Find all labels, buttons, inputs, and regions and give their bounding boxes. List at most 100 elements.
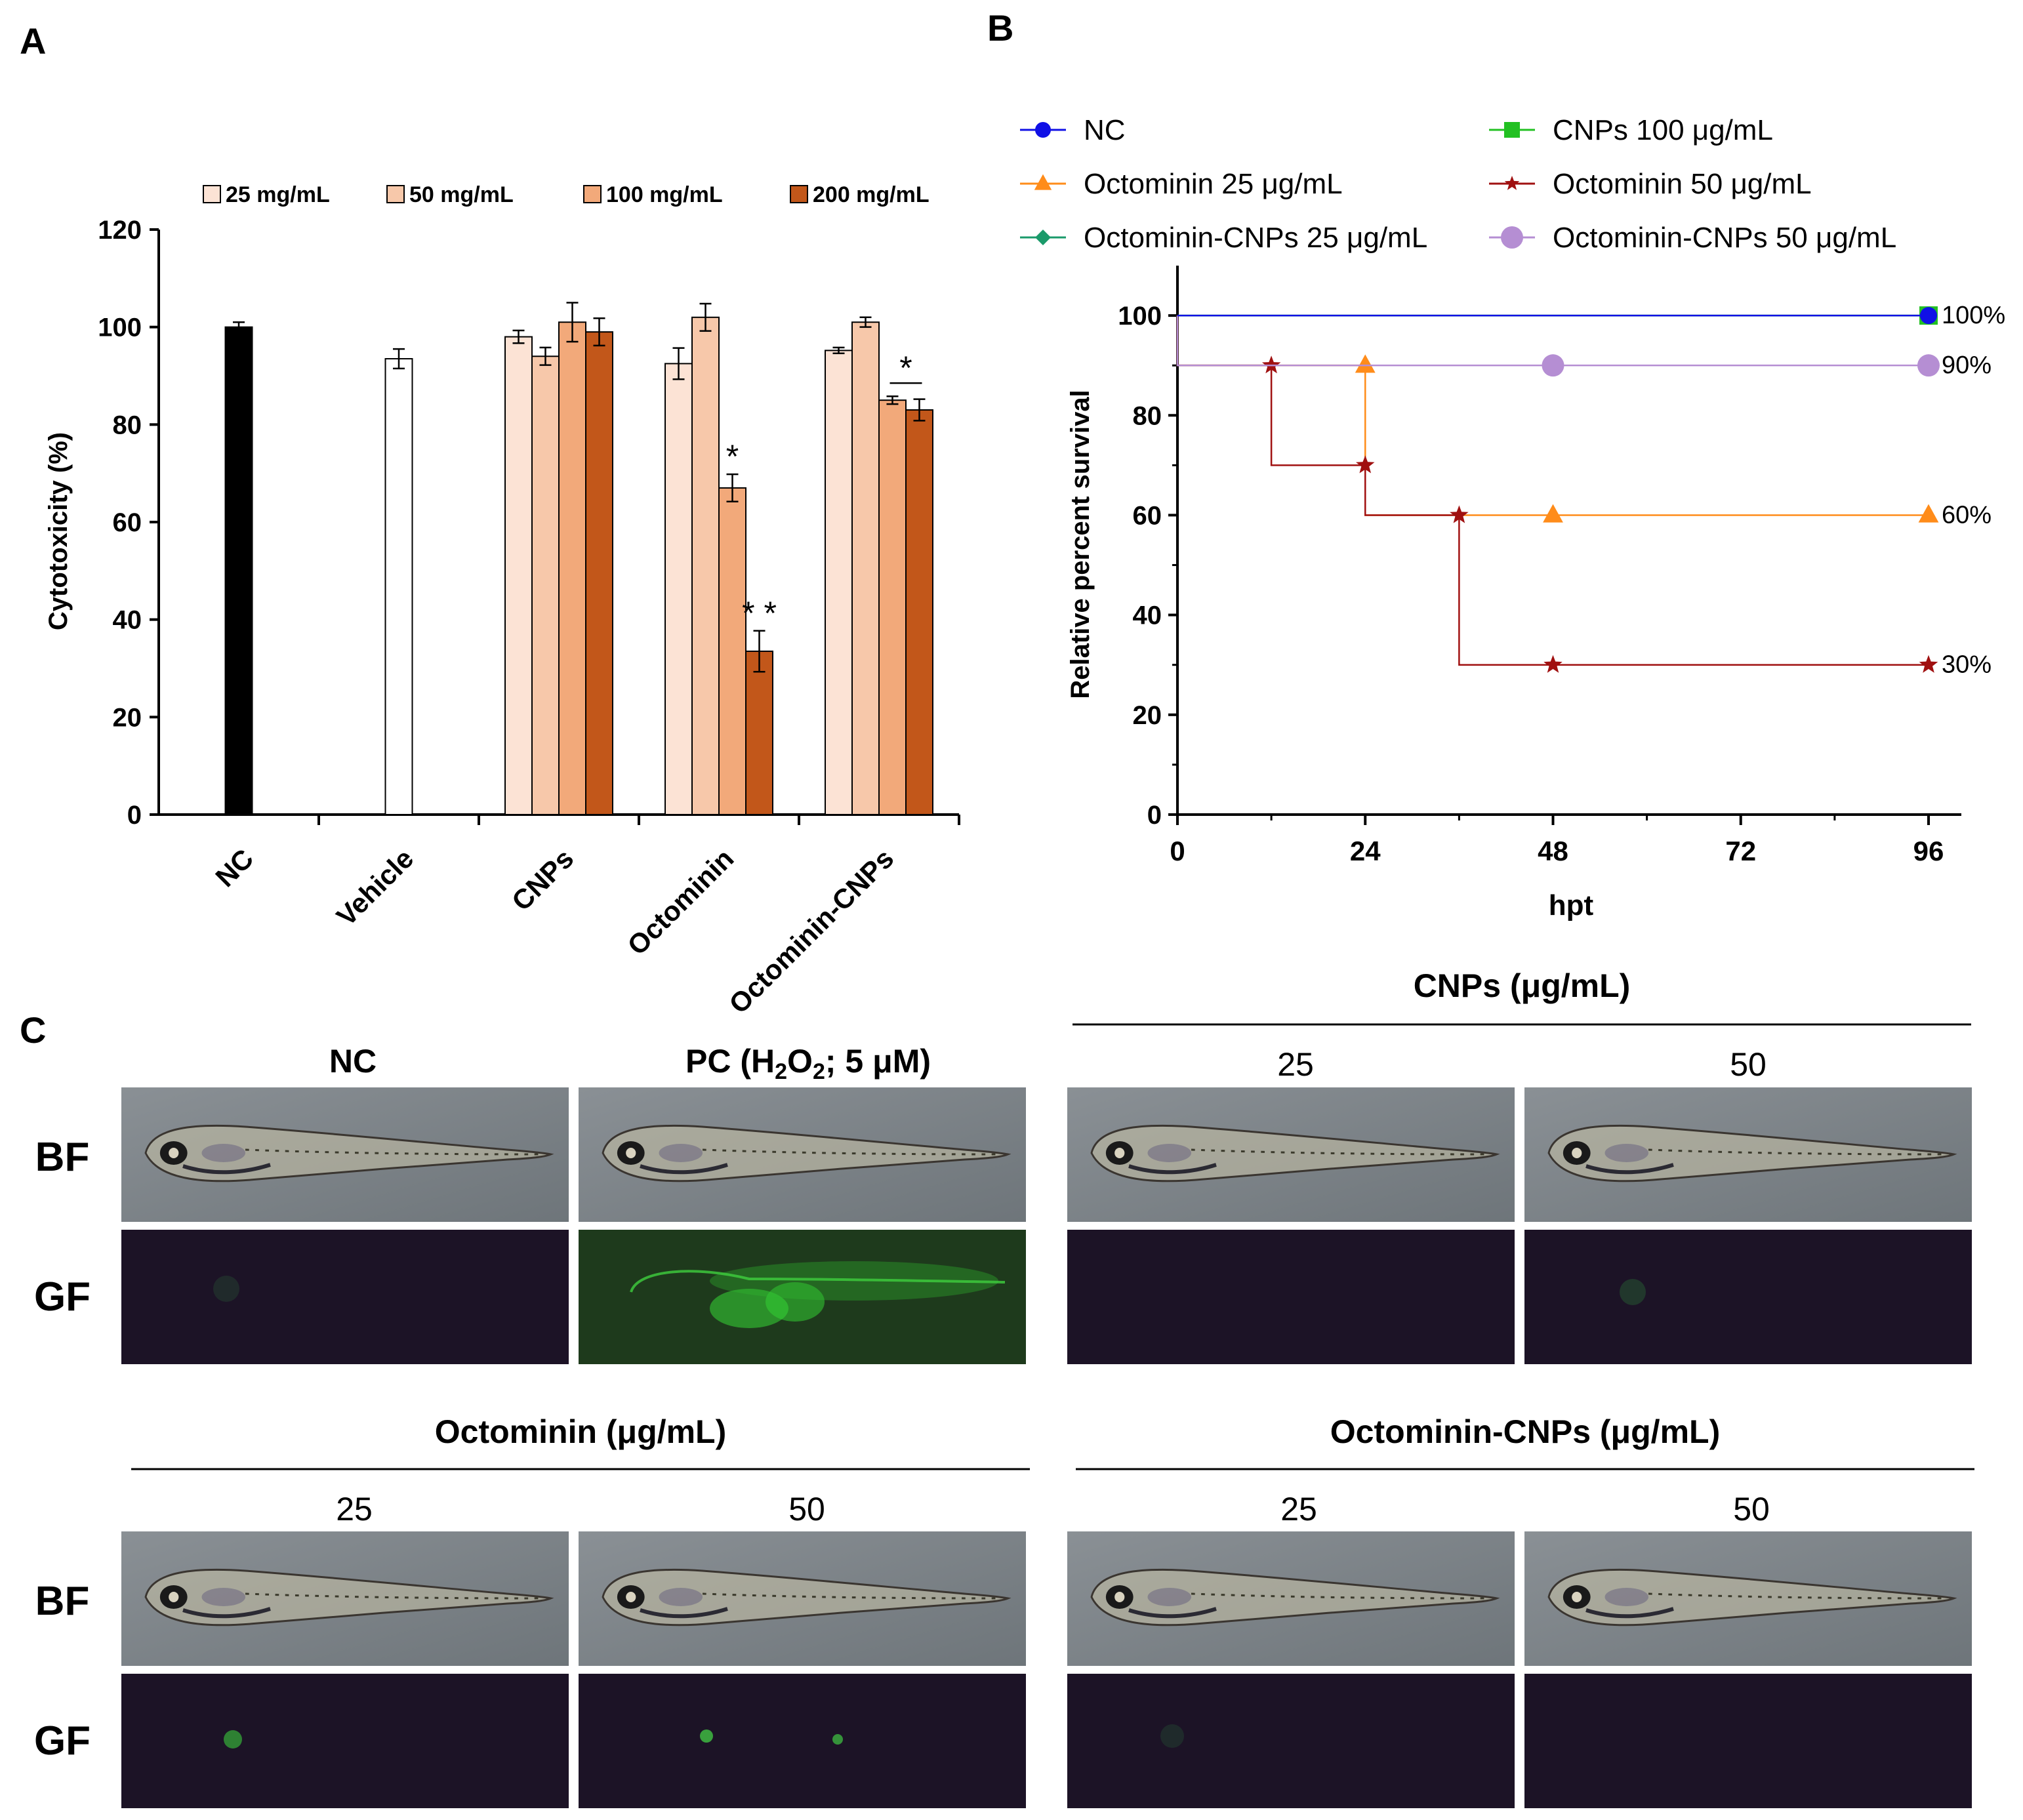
fluorescence-image — [1067, 1230, 1515, 1364]
legend-swatch-a — [790, 185, 808, 203]
legend-label-a: 50 mg/mL — [409, 182, 514, 207]
row-label-gf-bottom: GF — [34, 1718, 91, 1764]
end-label-b: 60% — [1942, 501, 1992, 529]
brightfield-image — [579, 1087, 1026, 1222]
brightfield-image — [1524, 1531, 1972, 1666]
fluorescence-background — [1067, 1230, 1515, 1364]
fluorescence-image — [121, 1674, 569, 1808]
octominin-cnps-group-title: Octominin-CNPs (μg/mL) — [1330, 1413, 1720, 1450]
brightfield-image — [1067, 1087, 1515, 1222]
row-label-bf-top: BF — [35, 1135, 90, 1180]
fluorescence-background — [1524, 1230, 1972, 1364]
end-label-b: 30% — [1942, 651, 1992, 679]
octominin-cnps-dose-25: 25 — [1280, 1491, 1317, 1527]
y-tick-label-a: 100 — [98, 313, 142, 342]
legend-label-b: Octominin-CNPs 50 μg/mL — [1553, 222, 1896, 254]
x-tick-label-b: 48 — [1538, 836, 1568, 866]
nc-title: NC — [329, 1043, 377, 1080]
survival-marker — [1917, 354, 1940, 377]
survival-marker — [1261, 355, 1281, 374]
octominin-group-title: Octominin (μg/mL) — [435, 1413, 726, 1450]
x-tick-label-a: NC — [209, 843, 259, 893]
fluorescence-image — [1524, 1674, 1972, 1808]
survival-marker — [1920, 307, 1937, 325]
x-tick-label-a: Octominin — [621, 843, 739, 961]
y-axis-a: 0 20 40 60 80 100 120 — [98, 216, 959, 830]
x-tick-label-b: 0 — [1170, 836, 1185, 866]
bar — [504, 336, 533, 815]
y-tick-label-b: 100 — [1118, 302, 1162, 331]
brightfield-image — [1067, 1531, 1515, 1666]
row-label-bf-bottom: BF — [35, 1579, 90, 1624]
fluorescence-spot — [213, 1276, 239, 1302]
survival-marker — [1918, 504, 1939, 523]
legend-marker-b — [1035, 122, 1051, 138]
survival-marker — [1450, 505, 1469, 523]
bar — [878, 399, 907, 815]
y-tick-label-a: 20 — [113, 703, 142, 732]
bar — [825, 350, 853, 815]
brightfield-image — [579, 1531, 1026, 1666]
survival-marker — [1355, 354, 1376, 373]
x-tick-label-b: 24 — [1350, 836, 1381, 866]
legend-label-b: NC — [1084, 114, 1126, 146]
legend-label-b: Octominin 50 μg/mL — [1553, 168, 1812, 200]
panel-label-c: C — [20, 1009, 46, 1051]
fluorescence-background — [121, 1674, 569, 1808]
series-b — [1176, 306, 1940, 673]
legend-label-a: 25 mg/mL — [226, 182, 330, 207]
bar — [691, 316, 720, 815]
fluorescence-image — [579, 1230, 1026, 1364]
survival-marker — [1919, 655, 1938, 673]
octominin-dose-25: 25 — [336, 1491, 373, 1527]
fluorescence-image — [579, 1674, 1026, 1808]
survival-marker — [1356, 455, 1375, 474]
y-tick-label-b: 0 — [1147, 801, 1162, 830]
chart-a: 25 mg/mL 50 mg/mL 100 mg/mL 200 mg/mL 0 20 40… — [44, 182, 960, 1019]
brightfield-image — [121, 1531, 569, 1666]
bar — [224, 326, 253, 815]
x-tick-label-a: CNPs — [506, 843, 579, 916]
pc-title: PC (H2O2; 5 μM) — [685, 1043, 931, 1084]
significance-mark: * * — [742, 595, 777, 632]
bar — [531, 355, 560, 815]
legend-a: 25 mg/mL 50 mg/mL 100 mg/mL 200 mg/mL — [203, 182, 930, 207]
y-tick-label-a: 120 — [98, 216, 142, 245]
y-tick-label-a: 0 — [127, 801, 142, 830]
survival-marker — [1542, 354, 1564, 377]
octominin-dose-50: 50 — [788, 1491, 825, 1527]
legend-marker-b — [1035, 230, 1051, 245]
fluorescence-spot — [1160, 1724, 1184, 1748]
bar — [558, 321, 586, 815]
x-tick-label-a: Vehicle — [331, 843, 420, 932]
end-label-b: 90% — [1942, 352, 1992, 379]
legend-marker-b — [1504, 122, 1520, 138]
survival-line — [1176, 315, 1929, 516]
significance-mark: * — [726, 438, 739, 475]
survival-marker — [1543, 655, 1563, 673]
bar — [745, 650, 773, 815]
end-labels-b: 100% 60% 30% 90% — [1942, 302, 2005, 679]
y-tick-label-b: 40 — [1133, 601, 1162, 630]
significance-bracket-label: * — [899, 350, 912, 386]
fluorescence-spot — [766, 1282, 825, 1322]
survival-line — [1176, 315, 1929, 367]
octominin-cnps-dose-50: 50 — [1733, 1491, 1770, 1527]
y-tick-label-a: 40 — [113, 606, 142, 635]
legend-b: NC CNPs 100 μg/mL Octominin 25 μg/mL Octomi… — [1020, 114, 1896, 254]
legend-label-a: 200 mg/mL — [813, 182, 930, 207]
x-tick-label-a: Octominin-CNPs — [723, 843, 899, 1019]
micrograph-grid — [121, 1087, 1972, 1808]
fluorescence-spot — [1620, 1279, 1646, 1305]
legend-marker-b — [1504, 176, 1520, 190]
y-axis-label-b: Relative percent survival — [1066, 390, 1095, 698]
fluorescence-spot — [832, 1734, 843, 1745]
legend-marker-b — [1034, 174, 1052, 190]
cnps-group-title: CNPs (μg/mL) — [1414, 967, 1631, 1004]
panel-c: NC PC (H2O2; 5 μM) CNPs (μg/mL) 25 50 BF… — [34, 967, 1974, 1808]
row-label-gf-top: GF — [34, 1274, 91, 1320]
chart-b: NC CNPs 100 μg/mL Octominin 25 μg/mL Octomi… — [1020, 114, 2005, 921]
legend-swatch-a — [203, 185, 221, 203]
